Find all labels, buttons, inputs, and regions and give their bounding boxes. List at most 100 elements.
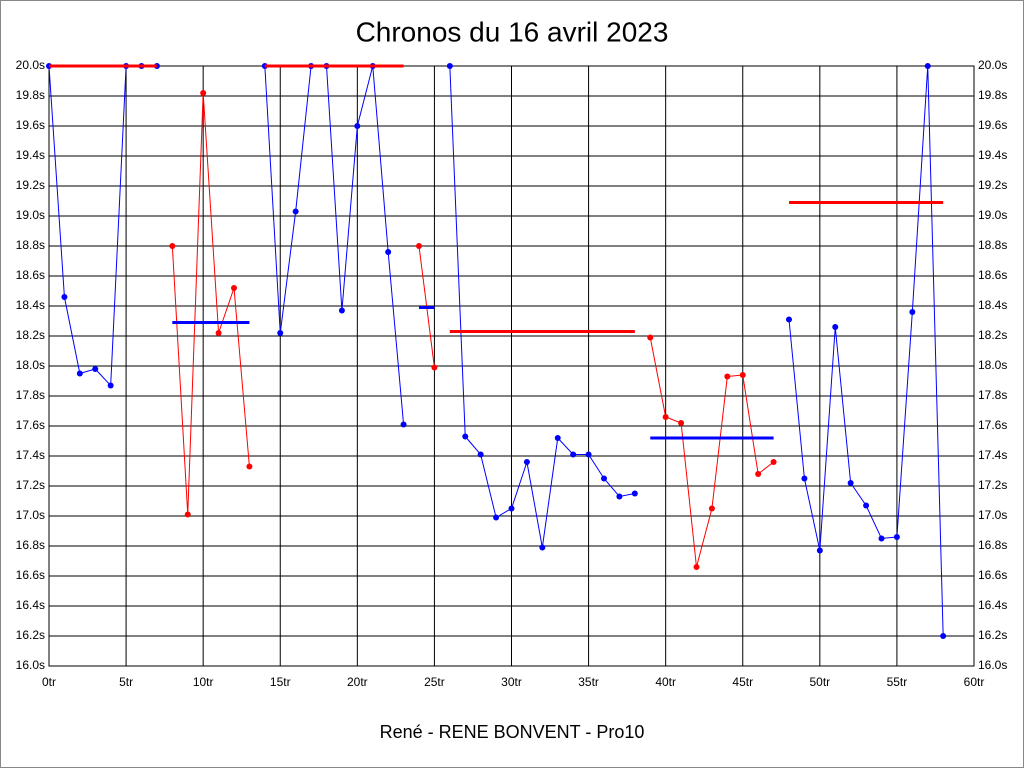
x-tick-label: 20tr <box>347 675 368 689</box>
y-tick-label-right: 18.4s <box>978 298 1007 312</box>
data-point <box>231 285 237 291</box>
y-tick-label: 17.8s <box>16 388 45 402</box>
y-tick-label-right: 16.6s <box>978 568 1007 582</box>
data-point <box>76 370 83 377</box>
data-point <box>215 330 222 336</box>
y-tick-label-right: 19.0s <box>978 208 1007 222</box>
y-tick-label: 17.2s <box>16 478 45 492</box>
data-point <box>786 316 792 323</box>
x-tick-label: 60tr <box>964 675 985 689</box>
x-tick-label: 5tr <box>119 675 133 689</box>
y-tick-label-right: 19.2s <box>978 178 1007 192</box>
data-point <box>801 475 808 482</box>
y-tick-label: 19.0s <box>16 208 45 222</box>
data-point <box>693 564 700 570</box>
data-point <box>616 493 623 500</box>
y-tick-label: 17.6s <box>16 418 45 432</box>
y-tick-label: 19.2s <box>16 178 45 192</box>
y-tick-label-right: 16.2s <box>978 628 1007 642</box>
y-tick-label-right: 18.6s <box>978 268 1007 282</box>
data-point <box>816 547 823 554</box>
data-point <box>338 307 345 314</box>
x-tick-label: 55tr <box>887 675 908 689</box>
y-tick-label-right: 18.8s <box>978 238 1007 252</box>
y-tick-label-right: 19.8s <box>978 88 1007 102</box>
y-tick-label: 18.6s <box>16 268 45 282</box>
data-point <box>893 534 900 540</box>
data-point <box>847 480 854 486</box>
x-tick-label: 45tr <box>732 675 753 689</box>
y-tick-label-right: 17.6s <box>978 418 1007 432</box>
data-point <box>662 414 669 420</box>
data-point <box>446 63 453 69</box>
data-point <box>863 502 870 509</box>
y-tick-label-right: 20.0s <box>978 58 1007 72</box>
y-tick-label-right: 18.0s <box>978 358 1007 372</box>
y-tick-label: 16.2s <box>16 628 45 642</box>
data-point <box>708 505 715 512</box>
data-point <box>400 421 407 428</box>
y-tick-label: 19.4s <box>16 148 45 162</box>
y-tick-label: 18.0s <box>16 358 45 372</box>
data-point <box>246 463 253 470</box>
data-point <box>508 505 515 512</box>
data-point <box>601 475 607 482</box>
data-point <box>832 324 839 330</box>
y-tick-label: 18.4s <box>16 298 45 312</box>
data-point <box>416 243 422 249</box>
data-point <box>770 459 777 465</box>
data-point <box>169 243 176 249</box>
data-point <box>631 490 638 497</box>
data-point <box>354 123 361 129</box>
data-point <box>724 373 731 380</box>
x-axis-label: René - RENE BONVENT - Pro10 <box>380 722 645 742</box>
y-tick-label-right: 16.0s <box>978 658 1007 672</box>
y-tick-label: 20.0s <box>16 58 45 72</box>
y-tick-label: 17.4s <box>16 448 45 462</box>
data-point <box>539 544 546 551</box>
data-point <box>184 511 191 518</box>
data-point <box>61 294 68 300</box>
x-tick-label: 0tr <box>42 675 56 689</box>
data-point <box>107 382 114 389</box>
y-tick-label-right: 18.2s <box>978 328 1007 342</box>
data-point <box>477 451 484 458</box>
data-point <box>878 535 885 542</box>
chart-title: Chronos du 16 avril 2023 <box>356 16 669 47</box>
y-tick-label: 19.6s <box>16 118 45 132</box>
x-tick-label: 25tr <box>424 675 445 689</box>
data-point <box>909 309 916 315</box>
data-point <box>924 63 931 69</box>
y-tick-label: 16.6s <box>16 568 45 582</box>
x-tick-label: 50tr <box>809 675 830 689</box>
y-tick-label-right: 19.6s <box>978 118 1007 132</box>
series-line <box>264 65 405 425</box>
data-point <box>385 249 392 255</box>
x-tick-label: 30tr <box>501 675 522 689</box>
y-tick-label: 17.0s <box>16 508 45 522</box>
x-tick-label: 35tr <box>578 675 599 689</box>
data-point <box>292 208 299 215</box>
data-point <box>277 330 284 336</box>
data-point <box>523 459 530 465</box>
data-point <box>462 433 469 440</box>
y-tick-label-right: 17.4s <box>978 448 1007 462</box>
data-point <box>678 420 685 426</box>
data-point <box>647 334 654 341</box>
data-point <box>92 366 99 372</box>
data-point <box>493 514 500 521</box>
y-tick-label: 18.8s <box>16 238 45 252</box>
data-point <box>431 364 438 371</box>
y-tick-label-right: 17.8s <box>978 388 1007 402</box>
data-point <box>585 451 592 458</box>
y-tick-label: 18.2s <box>16 328 45 342</box>
x-tick-label: 15tr <box>270 675 291 689</box>
y-tick-label-right: 19.4s <box>978 148 1007 162</box>
y-tick-label-right: 17.2s <box>978 478 1007 492</box>
y-tick-label-right: 17.0s <box>978 508 1007 522</box>
data-point <box>755 471 762 477</box>
x-tick-label: 40tr <box>655 675 676 689</box>
series-line <box>171 92 250 515</box>
x-tick-label: 10tr <box>193 675 214 689</box>
